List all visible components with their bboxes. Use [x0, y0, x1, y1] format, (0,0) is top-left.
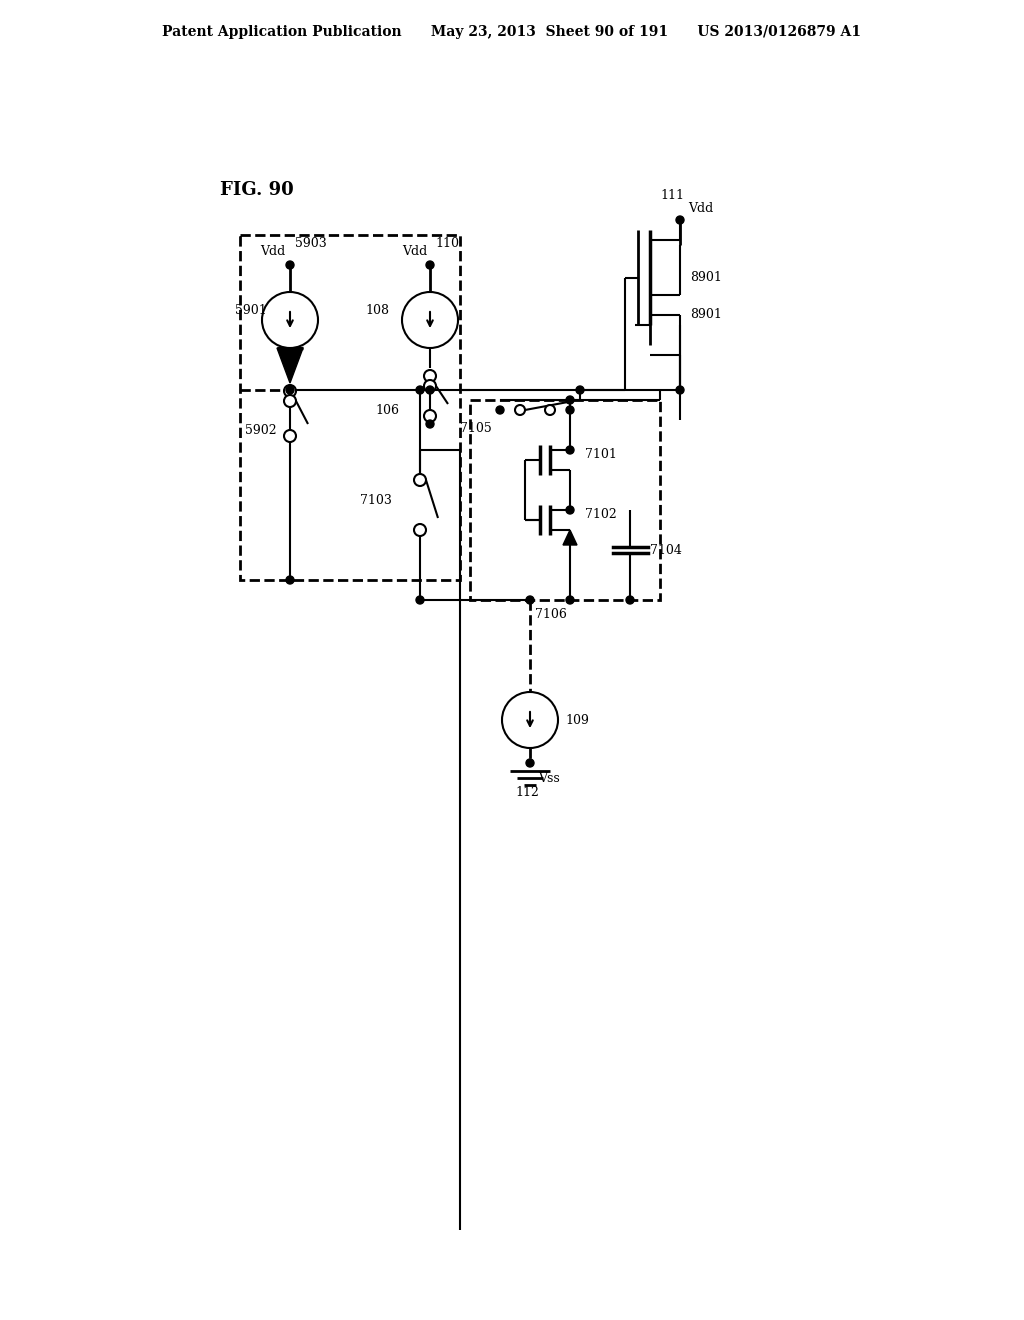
- Circle shape: [402, 292, 458, 348]
- Text: 8901: 8901: [690, 271, 722, 284]
- Circle shape: [424, 370, 436, 381]
- Circle shape: [286, 576, 294, 583]
- Circle shape: [566, 597, 574, 605]
- Text: 7105: 7105: [460, 421, 492, 434]
- Text: 5902: 5902: [245, 425, 276, 437]
- Circle shape: [575, 385, 584, 393]
- Circle shape: [284, 385, 296, 397]
- Polygon shape: [278, 348, 303, 383]
- Circle shape: [566, 396, 574, 404]
- Text: 8901: 8901: [690, 309, 722, 322]
- Text: 7103: 7103: [360, 494, 392, 507]
- Circle shape: [426, 420, 434, 428]
- Circle shape: [414, 474, 426, 486]
- Text: 5903: 5903: [295, 238, 327, 249]
- Circle shape: [416, 385, 424, 393]
- Circle shape: [566, 446, 574, 454]
- Circle shape: [515, 405, 525, 414]
- Polygon shape: [563, 531, 577, 545]
- Text: Vss: Vss: [538, 771, 560, 784]
- Circle shape: [424, 380, 436, 392]
- Circle shape: [424, 411, 436, 422]
- Text: Patent Application Publication      May 23, 2013  Sheet 90 of 191      US 2013/0: Patent Application Publication May 23, 2…: [163, 25, 861, 40]
- Text: 7102: 7102: [585, 508, 616, 521]
- Text: Vdd: Vdd: [688, 202, 714, 215]
- Text: 106: 106: [375, 404, 399, 417]
- Circle shape: [545, 405, 555, 414]
- Text: 110: 110: [435, 238, 459, 249]
- Circle shape: [284, 395, 296, 407]
- Text: 109: 109: [565, 714, 589, 726]
- Text: Vdd: Vdd: [402, 246, 427, 257]
- Circle shape: [286, 261, 294, 269]
- Circle shape: [284, 430, 296, 442]
- Text: 111: 111: [660, 189, 684, 202]
- Circle shape: [426, 261, 434, 269]
- Circle shape: [676, 216, 684, 224]
- Circle shape: [502, 692, 558, 748]
- Text: 108: 108: [365, 304, 389, 317]
- Text: 5901: 5901: [234, 304, 266, 317]
- Circle shape: [676, 385, 684, 393]
- Circle shape: [496, 407, 504, 414]
- Circle shape: [416, 597, 424, 605]
- Circle shape: [566, 407, 574, 414]
- Text: Vdd: Vdd: [260, 246, 286, 257]
- Circle shape: [262, 292, 318, 348]
- Circle shape: [626, 597, 634, 605]
- Text: 7104: 7104: [650, 544, 682, 557]
- Circle shape: [426, 385, 434, 393]
- Circle shape: [526, 597, 534, 605]
- Text: 7106: 7106: [535, 609, 567, 622]
- Circle shape: [414, 524, 426, 536]
- Circle shape: [526, 759, 534, 767]
- Circle shape: [286, 385, 294, 393]
- Text: 112: 112: [515, 787, 539, 800]
- Circle shape: [566, 506, 574, 513]
- Text: 7101: 7101: [585, 449, 616, 462]
- Text: FIG. 90: FIG. 90: [220, 181, 294, 199]
